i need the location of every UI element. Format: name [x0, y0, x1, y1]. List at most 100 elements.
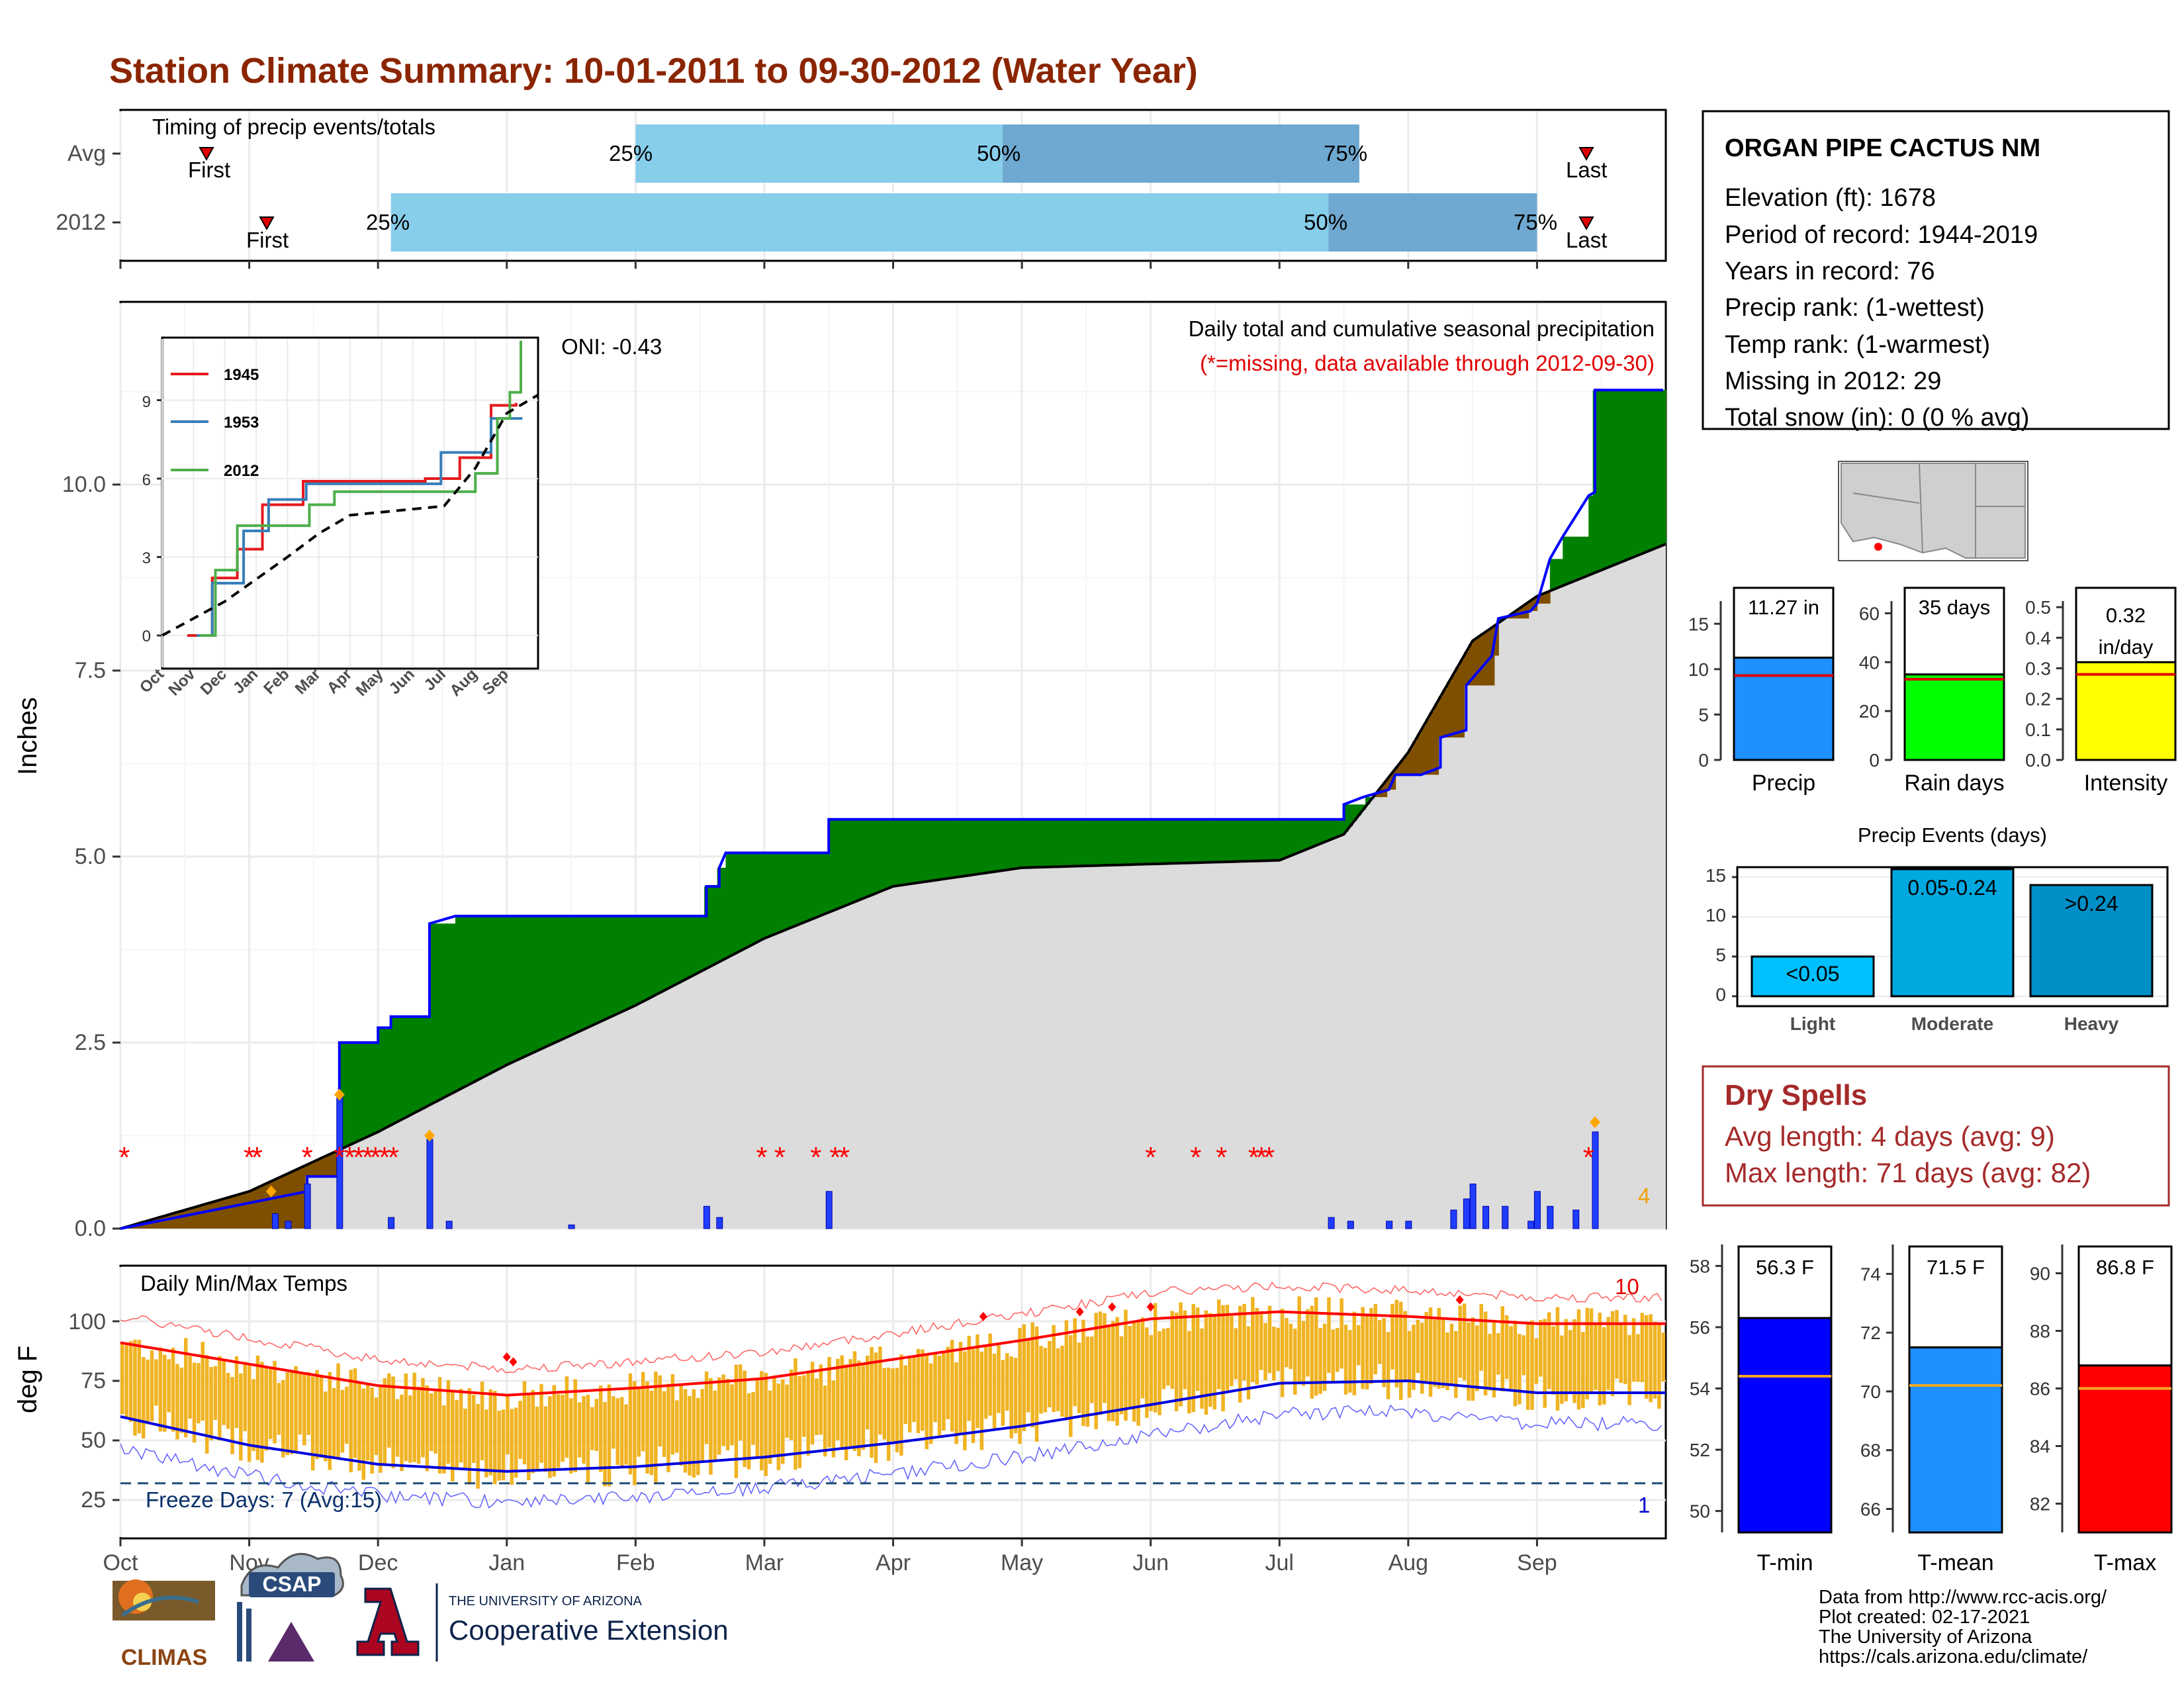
cumulative-departure-segment [322, 1156, 328, 1177]
daily-temp-range-bar [1416, 1319, 1420, 1373]
daily-temp-range-bar [442, 1405, 446, 1474]
mini-bar-ytick-label: 0.3 [2025, 659, 2051, 679]
daily-temp-range-bar [1399, 1301, 1403, 1400]
cumulative-departure-segment [1099, 819, 1105, 866]
daily-temp-range-bar [1170, 1311, 1174, 1389]
daily-temp-range-bar [1306, 1309, 1310, 1377]
climas-wordmark: CLIMAS [121, 1645, 207, 1670]
cumulative-departure-segment [1009, 819, 1014, 870]
cumulative-departure-segment [1438, 696, 1443, 738]
daily-precip-bar [703, 1205, 710, 1229]
daily-temp-range-bar [844, 1364, 848, 1460]
cumulative-departure-segment [228, 1197, 233, 1229]
temp-bar-ytick-label: 82 [2030, 1494, 2050, 1515]
mini-bar-ytick-label: 20 [1859, 701, 1880, 722]
daily-temp-range-bar [1479, 1304, 1483, 1371]
cumulative-departure-segment [468, 915, 473, 1084]
cumulative-departure-segment [1000, 819, 1005, 871]
cumulative-departure-segment [1266, 819, 1272, 861]
mini-bar-ytick-label: 10 [1688, 659, 1709, 680]
record-high-marker [1146, 1302, 1155, 1312]
last-label-avg: Last [1566, 158, 1607, 182]
cumulative-departure-segment [180, 1210, 186, 1229]
inset-legend-1953: 1953 [224, 414, 259, 432]
cumulative-departure-segment [1017, 819, 1023, 868]
cumulative-departure-segment [318, 1158, 323, 1177]
daily-temp-range-bar [1204, 1310, 1208, 1415]
daily-temp-range-bar [1500, 1306, 1504, 1391]
cumulative-departure-segment [1236, 819, 1242, 862]
cumulative-departure-segment [193, 1207, 199, 1229]
daily-temp-range-bar [1073, 1318, 1077, 1407]
cumulative-departure-segment [210, 1201, 216, 1229]
cumulative-departure-segment [833, 819, 838, 910]
temp-bar-ytick-label: 56 [1690, 1317, 1710, 1338]
daily-temp-range-bar [624, 1404, 628, 1465]
cumulative-departure-segment [1056, 819, 1062, 867]
daily-temp-range-bar [1115, 1317, 1119, 1426]
cumulative-departure-segment [253, 1188, 259, 1229]
daily-temp-range-bar [1373, 1304, 1378, 1375]
daily-temp-range-bar [929, 1363, 933, 1444]
daily-temp-range-bar [1272, 1327, 1276, 1381]
daily-temp-range-bar [1589, 1308, 1594, 1394]
cumulative-departure-segment [584, 915, 589, 1029]
daily-temp-range-bar [988, 1333, 992, 1416]
events-bar-label-heavy: >0.24 [2065, 892, 2118, 915]
daily-temp-range-bar [230, 1377, 234, 1454]
temp-bar-value-text: 56.3 F [1756, 1256, 1814, 1279]
cumulative-departure-segment [326, 1154, 332, 1177]
daily-temp-range-bar [1504, 1315, 1509, 1380]
daily-temp-range-bar [243, 1362, 247, 1432]
daily-temp-range-bar [370, 1387, 374, 1474]
daily-temp-range-bar [1543, 1319, 1547, 1408]
cumulative-departure-segment [962, 819, 967, 876]
daily-precip-bar [1469, 1184, 1477, 1229]
daily-temp-range-bar [552, 1385, 556, 1477]
events-bar-heavy [2029, 884, 2154, 998]
cumulative-departure-segment [682, 915, 688, 980]
cumulative-departure-segment [635, 915, 641, 1005]
cumulative-departure-segment [412, 1016, 418, 1113]
daily-temp-range-bar [497, 1411, 501, 1481]
cumulative-departure-segment [1081, 819, 1087, 867]
daily-temp-range-bar [1433, 1319, 1437, 1387]
cumulative-departure-segment [399, 1016, 404, 1120]
missing-day-star: * [839, 1141, 850, 1174]
missing-day-star: * [334, 1141, 345, 1174]
temp-ytick-0: 25 [81, 1487, 106, 1513]
y2012-p25-label: 25% [366, 210, 410, 234]
cumulative-departure-segment [897, 819, 903, 886]
daily-temp-range-bar [1013, 1358, 1018, 1434]
cumulative-departure-segment [1219, 819, 1224, 863]
cumulative-departure-segment [404, 1016, 409, 1117]
daily-temp-range-bar [806, 1372, 810, 1456]
cumulative-departure-segment [1138, 819, 1143, 865]
dry-spells-max: Max length: 71 days (avg: 82) [1725, 1157, 2091, 1188]
cumulative-departure-segment [1245, 819, 1250, 861]
missing-day-star: * [302, 1141, 313, 1174]
mini-bar-ytick-label: 0.4 [2025, 628, 2051, 648]
daily-temp-range-bar [142, 1357, 146, 1438]
daily-temp-range-bar [1081, 1319, 1085, 1427]
daily-temp-range-bar [1386, 1332, 1390, 1399]
cumulative-departure-segment [511, 915, 516, 1062]
daily-temp-range-bar [455, 1399, 459, 1468]
daily-temp-range-bar [903, 1365, 907, 1424]
daily-temp-range-bar [645, 1381, 649, 1474]
cumulative-departure-segment [563, 915, 568, 1039]
cumulative-departure-segment [927, 819, 933, 881]
daily-temp-range-bar [430, 1393, 433, 1451]
daily-temp-range-bar [725, 1378, 730, 1450]
station-line-period: Period of record: 1944-2019 [1725, 221, 2038, 249]
missing-day-star: * [251, 1141, 263, 1174]
daily-temp-range-bar [1518, 1334, 1522, 1405]
daily-temp-range-bar [1483, 1311, 1488, 1395]
daily-temp-range-bar [1458, 1305, 1462, 1378]
daily-temp-range-bar [315, 1370, 319, 1460]
daily-temp-range-bar [324, 1391, 328, 1462]
daily-temp-range-bar [310, 1376, 315, 1471]
mini-bar-ytick-label: 0.1 [2025, 720, 2051, 740]
daily-temp-range-bar [514, 1407, 518, 1478]
cumulative-departure-segment [592, 915, 598, 1025]
